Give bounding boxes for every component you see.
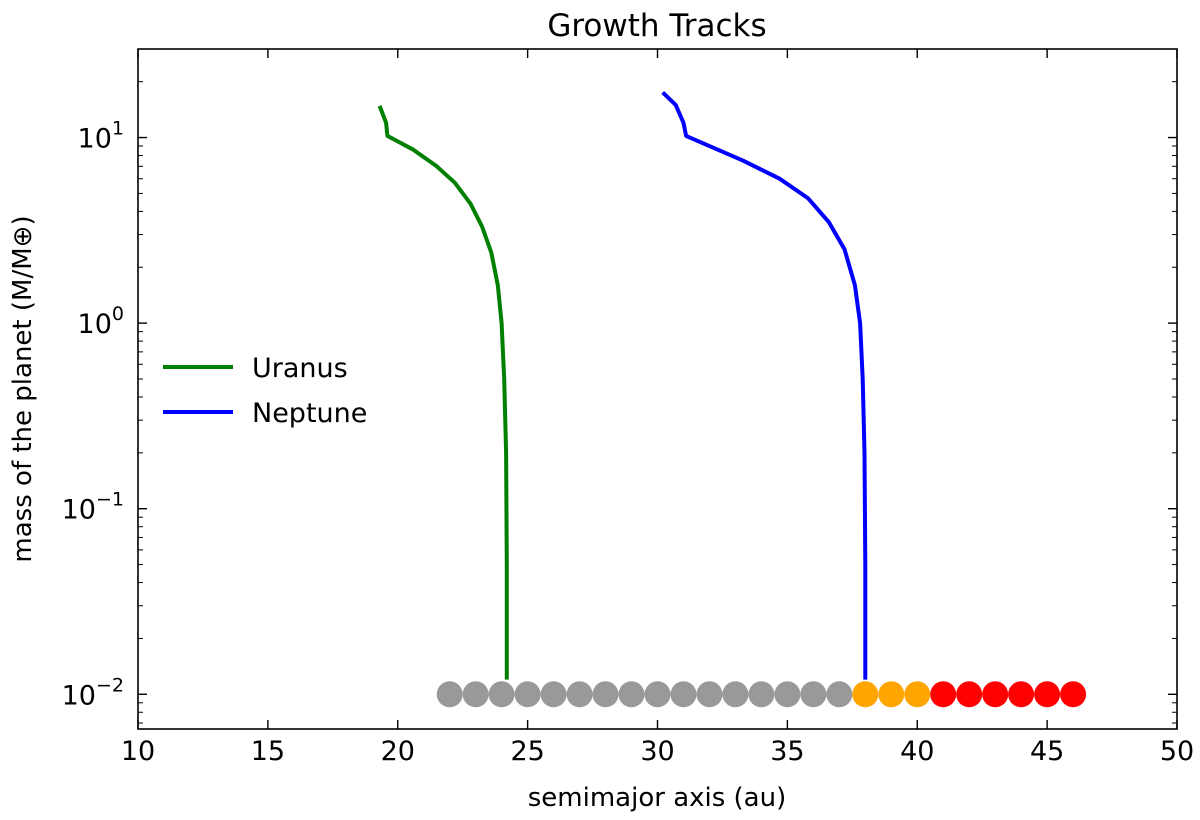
y-axis: 10−2 10−1 100 101 xyxy=(62,81,1177,724)
marker-point xyxy=(696,681,723,708)
y-tick-label: 10−2 xyxy=(62,674,124,711)
x-tick-label: 35 xyxy=(770,736,804,767)
marker-point xyxy=(644,681,671,708)
x-tick-label: 40 xyxy=(900,736,934,767)
marker-point xyxy=(540,681,567,708)
legend: Uranus Neptune xyxy=(163,353,367,429)
marker-point xyxy=(488,681,515,708)
y-tick-label: 10−1 xyxy=(62,489,124,526)
x-tick-label: 25 xyxy=(510,736,544,767)
marker-point xyxy=(774,681,801,708)
x-tick-label: 20 xyxy=(381,736,415,767)
marker-point xyxy=(592,681,619,708)
marker-point xyxy=(748,681,775,708)
series-line-uranus xyxy=(377,105,509,680)
plot-area xyxy=(377,90,1087,708)
y-tick-label: 100 xyxy=(78,303,124,340)
marker-point xyxy=(956,681,983,708)
series-line-neptune xyxy=(661,90,868,680)
marker-point xyxy=(462,681,489,708)
x-axis: 10 15 20 25 30 35 40 45 50 xyxy=(121,49,1194,767)
marker-point xyxy=(1060,681,1087,708)
y-axis-label: mass of the planet (M/M⊕) xyxy=(8,215,38,562)
marker-point xyxy=(852,681,879,708)
marker-point xyxy=(618,681,645,708)
marker-point xyxy=(436,681,463,708)
marker-point xyxy=(514,681,541,708)
marker-point xyxy=(670,681,697,708)
marker-point xyxy=(1008,681,1035,708)
marker-point xyxy=(878,681,905,708)
chart-title: Growth Tracks xyxy=(547,8,766,44)
marker-point xyxy=(566,681,593,708)
marker-point xyxy=(826,681,853,708)
x-axis-label: semimajor axis (au) xyxy=(528,783,787,813)
plot-frame xyxy=(137,48,1178,730)
marker-point xyxy=(982,681,1009,708)
legend-label-neptune: Neptune xyxy=(252,398,367,429)
x-tick-label: 15 xyxy=(251,736,285,767)
x-tick-label: 10 xyxy=(121,736,155,767)
marker-point xyxy=(1034,681,1061,708)
marker-point xyxy=(800,681,827,708)
legend-label-uranus: Uranus xyxy=(252,353,348,384)
y-tick-label: 101 xyxy=(78,118,124,155)
x-tick-label: 30 xyxy=(640,736,674,767)
marker-point xyxy=(904,681,931,708)
x-tick-label: 45 xyxy=(1030,736,1064,767)
marker-point xyxy=(722,681,749,708)
x-tick-label: 50 xyxy=(1160,736,1194,767)
marker-point xyxy=(930,681,957,708)
